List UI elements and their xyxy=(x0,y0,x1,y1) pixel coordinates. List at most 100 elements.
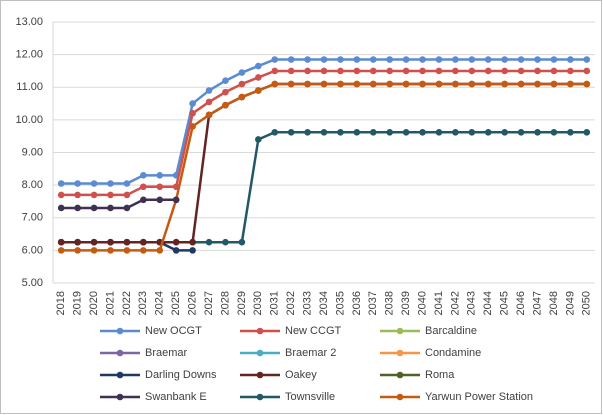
data-point xyxy=(353,67,361,75)
x-tick-label: 2037 xyxy=(367,291,379,315)
data-point xyxy=(57,204,65,212)
data-point xyxy=(452,80,459,88)
x-tick-label: 2033 xyxy=(301,291,313,315)
data-point xyxy=(435,67,443,75)
legend-marker xyxy=(256,371,264,379)
y-tick-label: 11.00 xyxy=(16,81,43,93)
x-tick-label: 2032 xyxy=(285,291,297,315)
data-point xyxy=(583,56,591,63)
data-point xyxy=(156,196,164,204)
data-point xyxy=(534,56,541,63)
data-point xyxy=(271,56,279,63)
data-point xyxy=(189,247,196,254)
data-point xyxy=(74,238,81,246)
data-point xyxy=(271,80,279,88)
y-tick-label: 12.00 xyxy=(15,49,43,61)
x-tick-label: 2050 xyxy=(581,291,593,315)
data-point xyxy=(304,56,311,63)
x-tick-label: 2020 xyxy=(88,291,100,315)
data-point xyxy=(501,67,508,75)
data-point xyxy=(172,183,180,191)
data-point xyxy=(74,204,81,212)
data-point xyxy=(550,67,558,75)
data-point xyxy=(156,172,164,179)
y-tick-label: 13.00 xyxy=(15,16,43,28)
data-point xyxy=(189,238,196,246)
data-point xyxy=(501,56,508,63)
data-point xyxy=(468,67,476,75)
x-tick-label: 2034 xyxy=(318,291,330,315)
data-point xyxy=(238,93,246,101)
x-tick-label: 2041 xyxy=(433,291,445,315)
data-point xyxy=(57,238,65,246)
legend-marker xyxy=(116,393,124,401)
legend-marker xyxy=(116,327,124,335)
data-point xyxy=(90,238,98,246)
legend-label: Braemar xyxy=(145,347,188,359)
x-tick-label: 2025 xyxy=(170,291,182,315)
data-point xyxy=(172,247,180,254)
x-tick-label: 2027 xyxy=(203,291,215,315)
data-point xyxy=(567,67,574,75)
data-point xyxy=(369,56,377,63)
data-point xyxy=(140,247,147,254)
x-tick-label: 2043 xyxy=(466,291,478,315)
x-tick-label: 2036 xyxy=(351,291,363,315)
data-point xyxy=(517,56,525,63)
data-point xyxy=(402,80,410,88)
data-point xyxy=(484,128,492,136)
data-point xyxy=(287,56,295,63)
x-tick-label: 2021 xyxy=(104,291,116,315)
data-point xyxy=(353,80,361,88)
x-tick-label: 2035 xyxy=(334,291,346,315)
data-point xyxy=(452,56,459,63)
data-point xyxy=(419,56,426,63)
data-point xyxy=(172,238,180,246)
legend-label: Barcaldine xyxy=(425,325,477,337)
y-tick-label: 10.00 xyxy=(15,114,43,126)
data-point xyxy=(271,67,279,75)
data-point xyxy=(304,67,311,75)
x-tick-label: 2031 xyxy=(269,291,281,315)
x-tick-label: 2028 xyxy=(219,291,231,315)
data-point xyxy=(222,101,229,109)
data-point xyxy=(435,80,443,88)
data-point xyxy=(189,100,196,107)
legend-marker xyxy=(396,393,404,401)
x-tick-label: 2029 xyxy=(236,291,248,315)
data-point xyxy=(123,180,131,187)
data-point xyxy=(205,111,213,119)
x-tick-label: 2049 xyxy=(564,291,576,315)
data-point xyxy=(534,67,541,75)
data-point xyxy=(320,67,328,75)
data-point xyxy=(320,128,328,136)
data-point xyxy=(567,80,574,88)
data-point xyxy=(386,56,393,63)
data-point xyxy=(550,80,558,88)
x-tick-label: 2023 xyxy=(137,291,149,315)
y-tick-label: 8.00 xyxy=(22,179,43,191)
legend-label: Darling Downs xyxy=(145,369,217,381)
data-point xyxy=(369,80,377,88)
legend-marker xyxy=(396,327,404,335)
x-tick-label: 2047 xyxy=(531,291,543,315)
data-point xyxy=(452,128,459,136)
data-point xyxy=(337,67,344,75)
data-point xyxy=(90,180,98,187)
data-point xyxy=(583,128,591,136)
data-point xyxy=(452,67,459,75)
x-tick-label: 2024 xyxy=(154,291,166,315)
y-tick-label: 7.00 xyxy=(22,212,43,224)
legend-marker xyxy=(396,371,404,379)
data-point xyxy=(435,56,443,63)
y-tick-label: 6.00 xyxy=(22,244,43,256)
data-point xyxy=(255,74,262,81)
data-point xyxy=(337,56,344,63)
data-point xyxy=(140,172,147,179)
data-point xyxy=(337,128,344,136)
data-point xyxy=(419,128,426,136)
data-point xyxy=(156,183,164,191)
legend-label: Swanbank E xyxy=(145,391,207,403)
data-point xyxy=(90,247,98,254)
legend-label: Townsville xyxy=(285,391,335,403)
